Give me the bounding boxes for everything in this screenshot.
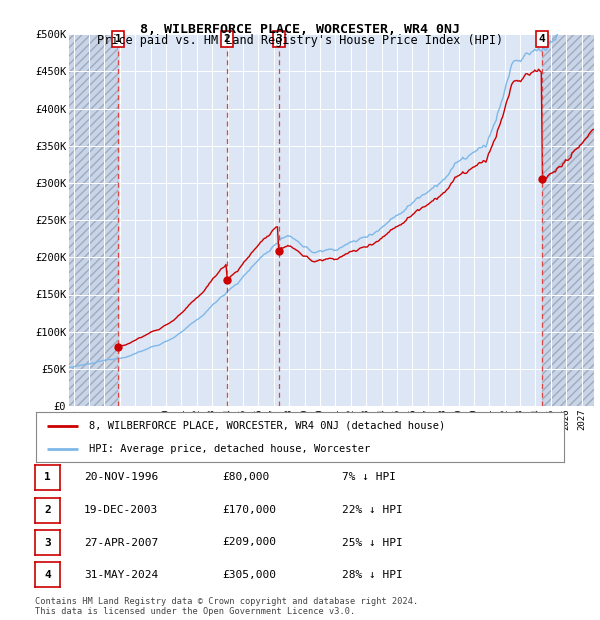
Bar [542,34,594,406]
Text: HPI: Average price, detached house, Worcester: HPI: Average price, detached house, Worc… [89,443,370,453]
Text: 4: 4 [538,34,545,44]
Bar [69,34,118,406]
Bar [69,34,118,406]
Text: £305,000: £305,000 [222,570,276,580]
Text: 2: 2 [224,34,230,44]
Text: 8, WILBERFORCE PLACE, WORCESTER, WR4 0NJ: 8, WILBERFORCE PLACE, WORCESTER, WR4 0NJ [140,23,460,36]
Text: 25% ↓ HPI: 25% ↓ HPI [342,538,403,547]
Text: 22% ↓ HPI: 22% ↓ HPI [342,505,403,515]
Text: 27-APR-2007: 27-APR-2007 [84,538,158,547]
Text: 4: 4 [44,570,51,580]
Text: 3: 3 [44,538,51,547]
Text: 3: 3 [275,34,282,44]
Text: £80,000: £80,000 [222,472,269,482]
Text: 31-MAY-2024: 31-MAY-2024 [84,570,158,580]
Text: This data is licensed under the Open Government Licence v3.0.: This data is licensed under the Open Gov… [35,607,355,616]
Bar [542,34,594,406]
Text: 2: 2 [44,505,51,515]
Text: 1: 1 [44,472,51,482]
Text: 8, WILBERFORCE PLACE, WORCESTER, WR4 0NJ (detached house): 8, WILBERFORCE PLACE, WORCESTER, WR4 0NJ… [89,421,445,431]
Text: Contains HM Land Registry data © Crown copyright and database right 2024.: Contains HM Land Registry data © Crown c… [35,597,418,606]
Text: £170,000: £170,000 [222,505,276,515]
Text: 19-DEC-2003: 19-DEC-2003 [84,505,158,515]
Text: 7% ↓ HPI: 7% ↓ HPI [342,472,396,482]
Text: Price paid vs. HM Land Registry's House Price Index (HPI): Price paid vs. HM Land Registry's House … [97,34,503,47]
Text: £209,000: £209,000 [222,538,276,547]
Text: 28% ↓ HPI: 28% ↓ HPI [342,570,403,580]
Text: 1: 1 [115,34,121,44]
Text: 20-NOV-1996: 20-NOV-1996 [84,472,158,482]
